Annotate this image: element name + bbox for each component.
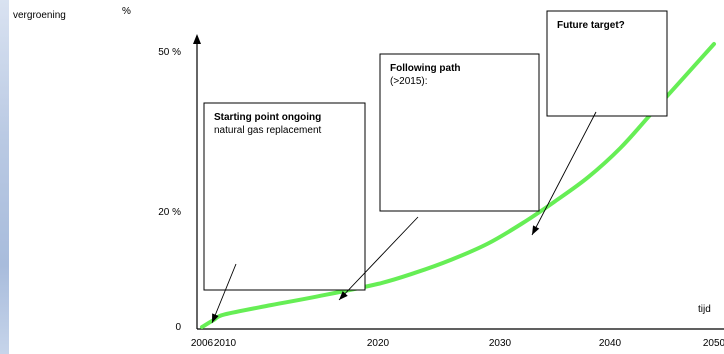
callout-title: Future target?	[557, 20, 625, 31]
callout-title: Starting point ongoing	[214, 112, 321, 123]
callout-2: Following path (>2015):	[338, 53, 540, 301]
x-tick-label: 2010	[214, 338, 237, 349]
callout-box	[546, 10, 668, 117]
callout-title: Following path	[390, 63, 461, 74]
callout-arrowhead	[339, 291, 348, 300]
callout-1: Starting point ongoing natural gas replac…	[203, 102, 366, 324]
x-tick-label: 2050	[703, 338, 724, 349]
x-tick-label: 2006	[191, 338, 214, 349]
x-tick-label: 2020	[367, 338, 390, 349]
callout-arrowhead	[212, 313, 219, 323]
y-tick-label: 0	[175, 322, 181, 333]
x-tick-label: 2030	[489, 338, 512, 349]
x-tick-label: 2040	[599, 338, 622, 349]
callout-arrow	[531, 111, 597, 236]
left-edge-strip	[0, 0, 9, 354]
tick-labels: 2006 2010 2020 2030 2040 2050 0 20 % 50 %	[158, 47, 724, 349]
y-tick-label: 50 %	[158, 47, 181, 58]
y-axis-arrowhead	[193, 34, 201, 44]
axes	[193, 34, 724, 330]
callout-3: Future target?	[531, 10, 668, 236]
callout-box	[203, 102, 366, 291]
callouts: Starting point ongoing natural gas replac…	[203, 10, 668, 324]
y-axis-label: vergroening	[13, 10, 66, 21]
callout-arrow	[211, 263, 237, 324]
greening-curve	[200, 42, 716, 329]
x-axis-label: tijd	[698, 304, 711, 315]
callout-arrowhead	[532, 225, 540, 235]
y-axis-unit: %	[122, 6, 131, 17]
callout-box	[379, 53, 540, 212]
callout-text: (>2015):	[390, 76, 428, 87]
series-layer	[200, 42, 716, 329]
callout-text: natural gas replacement	[214, 125, 322, 136]
y-tick-label: 20 %	[158, 207, 181, 218]
callout-arrow	[338, 216, 419, 301]
